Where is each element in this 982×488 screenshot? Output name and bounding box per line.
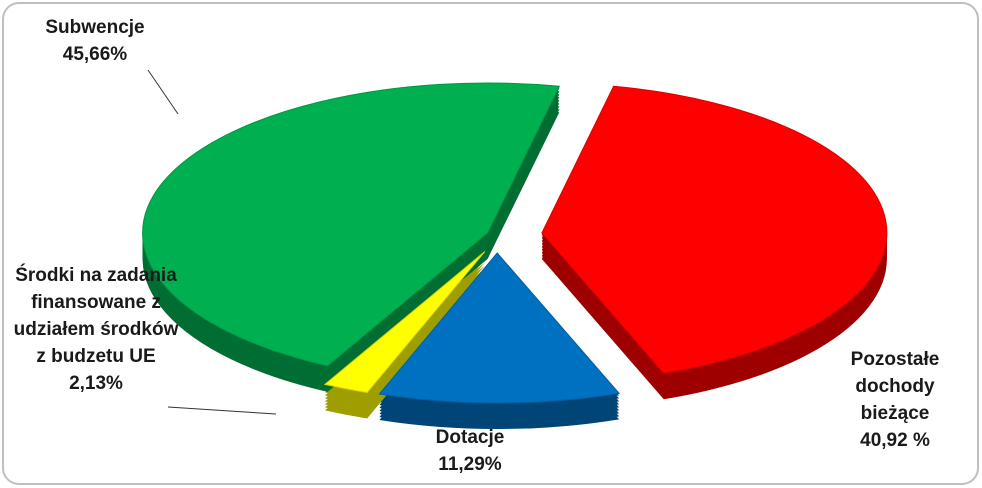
value-label: 40,92 % (860, 430, 930, 451)
category-label: Pozostałe dochody bieżące (850, 349, 940, 424)
data-label: Pozostałe dochody bieżące 40,92 % (830, 346, 960, 454)
data-label: Środki na zadania finansowane z udziałem… (12, 262, 180, 397)
slice (323, 251, 486, 394)
category-label: Dotacje (435, 427, 505, 448)
slice (142, 82, 561, 367)
slice (378, 252, 621, 404)
pie (142, 82, 888, 429)
slice (541, 85, 888, 374)
value-label: 2,13% (69, 373, 123, 394)
value-label: 11,29% (438, 454, 502, 475)
leader-line (147, 69, 179, 115)
leader-line (167, 406, 277, 415)
data-label: Subwencje 45,66% (20, 14, 170, 68)
value-label: 45,66% (62, 44, 128, 65)
data-label: Dotacje 11,29% (400, 424, 540, 478)
category-label: Środki na zadania finansowane z udziałem… (13, 265, 179, 367)
category-label: Subwencje (45, 17, 145, 38)
